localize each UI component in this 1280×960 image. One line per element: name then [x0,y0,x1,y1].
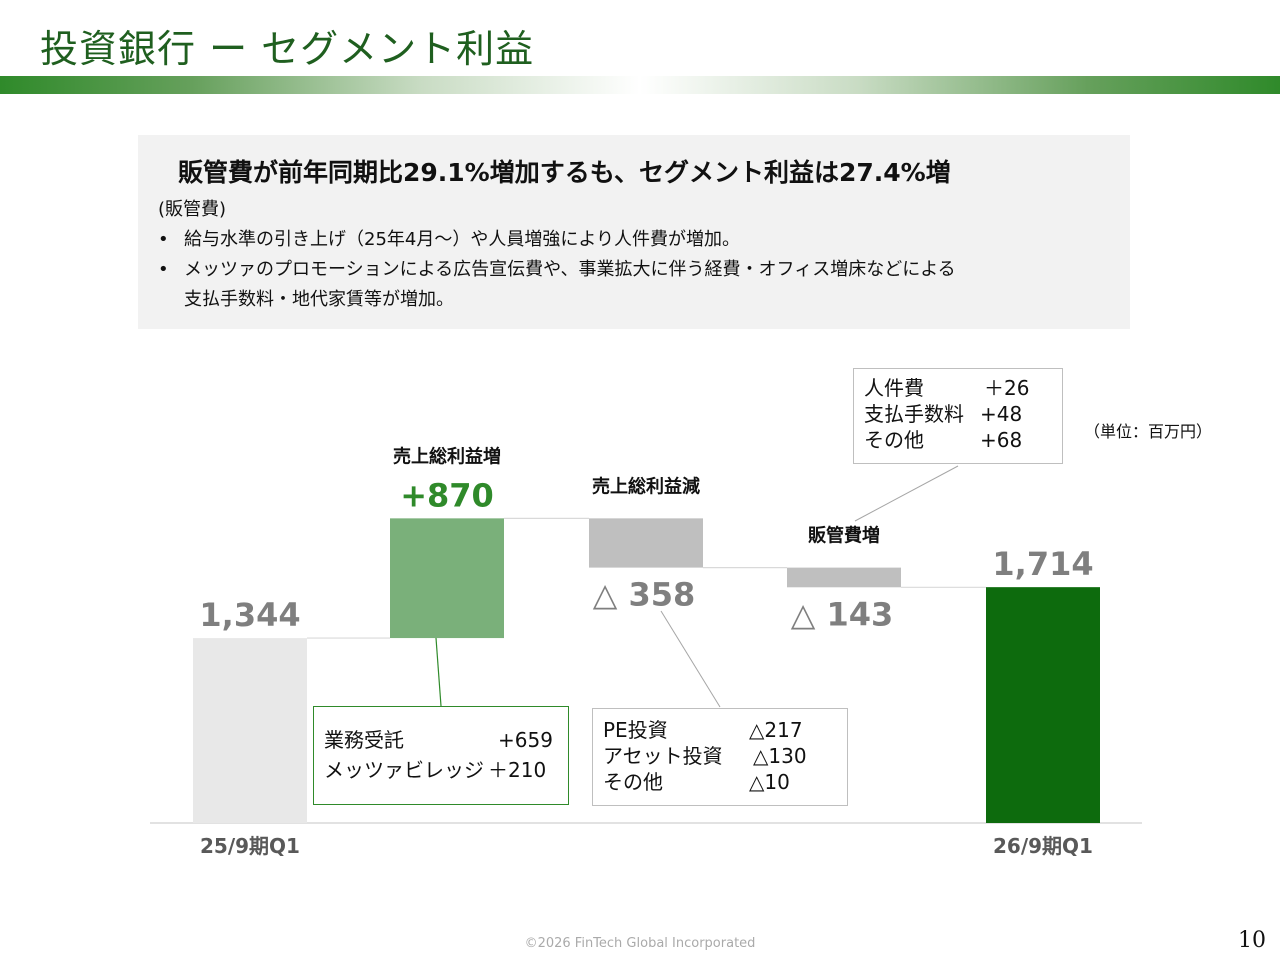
waterfall-bar-2 [589,518,703,568]
callout-row: アセット投資 △130 [603,743,847,769]
summary-subheading: (販管費) [158,199,227,220]
page-number: 10 [1238,928,1266,953]
bar-value-label: +870 [400,476,494,514]
bar-value-label: 1,344 [199,596,300,634]
bar-value-label: 1,714 [992,545,1093,583]
summary-box: 販管費が前年同期比29.1%増加するも、セグメント利益は27.4%増 (販管費)… [138,135,1130,329]
callout-item-value: △217 [749,718,803,742]
copyright-footer: ©2026 FinTech Global Incorporated [524,936,756,951]
callout-item-name: その他 [603,770,663,794]
bullet-continuation: 支払手数料・地代家賃等が増加。 [184,289,454,310]
bullet-mark: • [158,229,169,250]
callout-item-value: △10 [749,770,790,794]
callout-item-value: +68 [980,428,1023,452]
bullet-item: • メッツァのプロモーションによる広告宣伝費や、事業拡大に伴う経費・オフィス増床な… [158,255,956,281]
callout-gp-decrease: PE投資 △217 アセット投資 △130 その他 △10 [592,708,848,806]
bar-category-label: 販管費増 [808,525,880,547]
bar-value-label: △ 358 [593,576,696,614]
title-gradient-bar [0,76,1280,94]
callout-row: その他 +68 [864,427,1062,453]
x-axis-label: 26/9期Q1 [993,834,1093,858]
callout-row: PE投資 △217 [603,717,847,743]
leader-line-gp-increase [435,637,442,707]
waterfall-bar-1 [390,518,504,639]
callout-row: 支払手数料 +48 [864,401,1062,427]
callout-item-name: その他 [864,428,924,452]
callout-row: その他 △10 [603,769,847,795]
summary-headline: 販管費が前年同期比29.1%増加するも、セグメント利益は27.4%増 [178,158,951,187]
leader-line-gp-decrease [660,610,721,708]
bar-category-label: 売上総利益増 [393,445,501,467]
callout-sga: 人件費 ＋26 支払手数料 +48 その他 +68 [853,368,1063,464]
waterfall-bar-4 [986,587,1100,823]
leader-line-sga [854,465,959,522]
callout-item-name: 人件費 [864,376,924,400]
waterfall-bar-3 [787,567,901,588]
page-title: 投資銀行 ー セグメント利益 [40,27,535,71]
callout-row: 人件費 ＋26 [864,375,1062,401]
waterfall-bar-0 [193,638,307,823]
callout-item-value: ＋210 [488,758,547,782]
callout-item-name: 支払手数料 [864,402,964,426]
connector-lines [307,517,986,639]
leader-lines [435,465,959,708]
bullet-mark: • [158,259,169,280]
callout-gp-increase: 業務受託 +659 メッツァビレッジ ＋210 [313,706,569,805]
bar-category-label: 売上総利益減 [592,475,700,497]
bullet-text: 給与水準の引き上げ（25年4月～）や人員増強により人件費が増加。 [184,229,740,250]
bars-group [193,518,1100,823]
unit-label: （単位：百万円） [1084,422,1213,441]
callout-item-value: +48 [980,402,1023,426]
bullet-item: • 給与水準の引き上げ（25年4月～）や人員増強により人件費が増加。 [158,225,740,251]
callout-item-value: △130 [753,744,807,768]
bar-value-label: △ 143 [791,595,894,633]
callout-item-name: メッツァビレッジ [324,758,484,782]
callout-item-name: アセット投資 [603,744,723,768]
callout-row: メッツァビレッジ ＋210 [324,757,568,787]
callout-row: 業務受託 +659 [324,727,568,757]
x-axis-label: 25/9期Q1 [200,834,300,858]
labels-group: 1,344 25/9期Q1 +870 売上総利益増 △ 358 売上総利益減 △ 143 販管… [199,445,1093,858]
bullet-text: メッツァのプロモーションによる広告宣伝費や、事業拡大に伴う経費・オフィス増床など… [184,259,956,280]
callout-item-name: PE投資 [603,718,668,742]
callout-item-value: +659 [498,728,553,752]
callout-item-name: 業務受託 [324,728,404,752]
callout-item-value: ＋26 [984,376,1030,400]
